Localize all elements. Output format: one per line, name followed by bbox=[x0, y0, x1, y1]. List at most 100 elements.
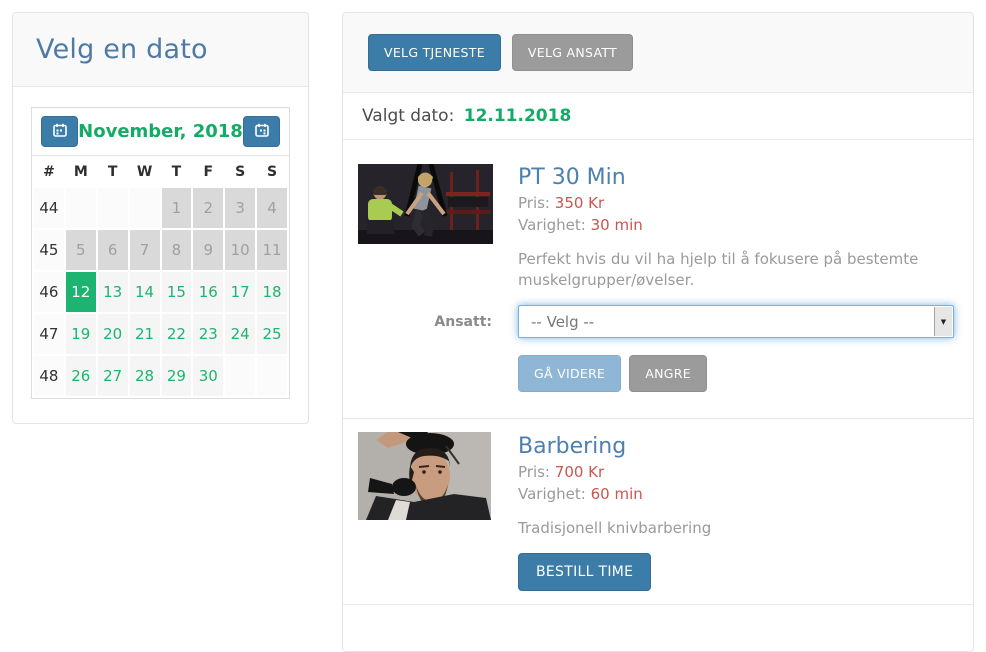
calendar-week-46: 46 bbox=[34, 272, 64, 312]
selected-date-row: Valgt dato: 12.11.2018 bbox=[343, 93, 973, 140]
calendar-day-25[interactable]: 25 bbox=[257, 314, 287, 354]
service-title: Barbering bbox=[518, 434, 627, 459]
ga-videre-button[interactable]: GÅ VIDERE bbox=[518, 355, 622, 392]
pt-30-min-actions: GÅ VIDERE ANGRE bbox=[518, 355, 954, 392]
calendar-day-17[interactable]: 17 bbox=[225, 272, 256, 312]
selected-date-value: 12.11.2018 bbox=[463, 106, 572, 126]
calendar-day-empty bbox=[225, 356, 256, 396]
calendar-day-empty bbox=[65, 188, 96, 228]
calendar-day-19[interactable]: 19 bbox=[65, 314, 96, 354]
calendar-day-empty bbox=[97, 188, 128, 228]
booking-toolbar: VELG TJENESTE VELG ANSATT bbox=[343, 13, 973, 93]
price-value: 350 Kr bbox=[554, 194, 605, 212]
calendar-day-4: 4 bbox=[257, 188, 287, 228]
calendar-day-16[interactable]: 16 bbox=[193, 272, 224, 312]
ansatt-label-cell: Ansatt: bbox=[358, 305, 518, 338]
calendar-day-header-4: T bbox=[161, 158, 192, 186]
calendar-week-47: 47 bbox=[34, 314, 64, 354]
calendar-day-20[interactable]: 20 bbox=[97, 314, 128, 354]
calendar-next-icon bbox=[254, 123, 269, 140]
velg-tjeneste-button[interactable]: VELG TJENESTE bbox=[368, 34, 501, 71]
calendar-week-48: 48 bbox=[34, 356, 64, 396]
velg-ansatt-button[interactable]: VELG ANSATT bbox=[511, 34, 633, 71]
calendar-week-45: 45 bbox=[34, 230, 64, 270]
calendar-day-5: 5 bbox=[65, 230, 96, 270]
calendar-day-22[interactable]: 22 bbox=[161, 314, 192, 354]
calendar-day-30[interactable]: 30 bbox=[193, 356, 224, 396]
calendar-day-21[interactable]: 21 bbox=[129, 314, 160, 354]
calendar-day-empty bbox=[257, 356, 287, 396]
calendar-day-header-3: W bbox=[129, 158, 160, 186]
calendar-day-27[interactable]: 27 bbox=[97, 356, 128, 396]
duration-label: Varighet: bbox=[518, 216, 586, 234]
calendar-day-header-7: S bbox=[257, 158, 287, 186]
calendar-day-1: 1 bbox=[161, 188, 192, 228]
calendar-day-2: 2 bbox=[193, 188, 224, 228]
calendar-month-label: November, 2018 bbox=[78, 121, 243, 142]
calendar-day-header-1: M bbox=[65, 158, 96, 186]
calendar-day-14[interactable]: 14 bbox=[129, 272, 160, 312]
service-description: Perfekt hvis du vil ha hjelp til å fokus… bbox=[518, 250, 919, 289]
calendar-day-8: 8 bbox=[161, 230, 192, 270]
duration-label: Varighet: bbox=[518, 485, 586, 503]
calendar-day-header-5: F bbox=[193, 158, 224, 186]
calendar-day-29[interactable]: 29 bbox=[161, 356, 192, 396]
service-card-barbering: Barbering Pris: 700 Kr Varighet: 60 min … bbox=[343, 419, 973, 605]
date-picker-panel: Velg en dato Novem bbox=[12, 12, 309, 424]
angre-button[interactable]: ANGRE bbox=[629, 355, 707, 392]
pt-30-min-photo bbox=[358, 164, 518, 291]
ansatt-label: Ansatt: bbox=[434, 313, 492, 330]
calendar-next-button[interactable] bbox=[243, 116, 280, 147]
service-price-row: Pris: 700 Kr bbox=[518, 461, 953, 483]
calendar-day-header-6: S bbox=[225, 158, 256, 186]
ansatt-select-value: -- Velg -- bbox=[531, 312, 595, 331]
price-value: 700 Kr bbox=[554, 463, 605, 481]
calendar-day-18[interactable]: 18 bbox=[257, 272, 287, 312]
price-label: Pris: bbox=[518, 463, 550, 481]
barbering-actions: BESTILL TIME bbox=[518, 553, 953, 591]
calendar-prev-icon bbox=[52, 123, 67, 140]
booking-panel: VELG TJENESTE VELG ANSATT Valgt dato: 12… bbox=[342, 12, 974, 652]
service-duration-row: Varighet: 30 min bbox=[518, 214, 954, 236]
date-panel-body: November, 2018 # M T W T F S S 44 1 2 3 4 45 bbox=[13, 87, 308, 419]
calendar-day-3: 3 bbox=[225, 188, 256, 228]
calendar-day-28[interactable]: 28 bbox=[129, 356, 160, 396]
calendar-day-24[interactable]: 24 bbox=[225, 314, 256, 354]
calendar-nav: November, 2018 bbox=[32, 108, 289, 156]
barbering-info: Barbering Pris: 700 Kr Varighet: 60 min … bbox=[518, 432, 953, 591]
calendar-day-9: 9 bbox=[193, 230, 224, 270]
calendar-day-10: 10 bbox=[225, 230, 256, 270]
calendar-day-15[interactable]: 15 bbox=[161, 272, 192, 312]
service-description: Tradisjonell knivbarbering bbox=[518, 519, 712, 537]
calendar-prev-button[interactable] bbox=[41, 116, 78, 147]
calendar-day-13[interactable]: 13 bbox=[97, 272, 128, 312]
calendar-day-header-2: T bbox=[97, 158, 128, 186]
calendar-week-44: 44 bbox=[34, 188, 64, 228]
bestill-time-button[interactable]: BESTILL TIME bbox=[518, 553, 652, 591]
calendar-day-12[interactable]: 12 bbox=[65, 272, 96, 312]
calendar-day-6: 6 bbox=[97, 230, 128, 270]
service-price-row: Pris: 350 Kr bbox=[518, 192, 954, 214]
calendar-grid: # M T W T F S S 44 1 2 3 4 45 5 6 7 8 9 10 11 46 12 13 14 15 16 17 1… bbox=[32, 156, 289, 398]
calendar-day-7: 7 bbox=[129, 230, 160, 270]
date-panel-heading: Velg en dato bbox=[13, 13, 308, 87]
service-card-pt-30-min: PT 30 Min Pris: 350 Kr Varighet: 30 min … bbox=[343, 140, 973, 419]
calendar: November, 2018 # M T W T F S S 44 1 2 3 4 45 bbox=[31, 107, 290, 399]
price-label: Pris: bbox=[518, 194, 550, 212]
selected-date-label: Valgt dato: bbox=[362, 106, 455, 126]
pt-30-min-info: PT 30 Min Pris: 350 Kr Varighet: 30 min … bbox=[518, 164, 954, 291]
calendar-week-col-header: # bbox=[34, 158, 64, 186]
service-duration-row: Varighet: 60 min bbox=[518, 483, 953, 505]
ansatt-select[interactable]: -- Velg -- ▼ bbox=[518, 305, 954, 338]
calendar-day-11: 11 bbox=[257, 230, 287, 270]
duration-value: 60 min bbox=[590, 485, 643, 503]
calendar-day-23[interactable]: 23 bbox=[193, 314, 224, 354]
next-service-stub bbox=[343, 605, 973, 619]
page: { "colors": { "accent_blue": "#3c7ca9", … bbox=[12, 12, 974, 652]
date-panel-title: Velg en dato bbox=[36, 34, 208, 65]
calendar-day-26[interactable]: 26 bbox=[65, 356, 96, 396]
dropdown-arrow-icon[interactable]: ▼ bbox=[934, 307, 952, 336]
duration-value: 30 min bbox=[590, 216, 643, 234]
barbering-photo bbox=[358, 432, 518, 591]
calendar-day-empty bbox=[129, 188, 160, 228]
